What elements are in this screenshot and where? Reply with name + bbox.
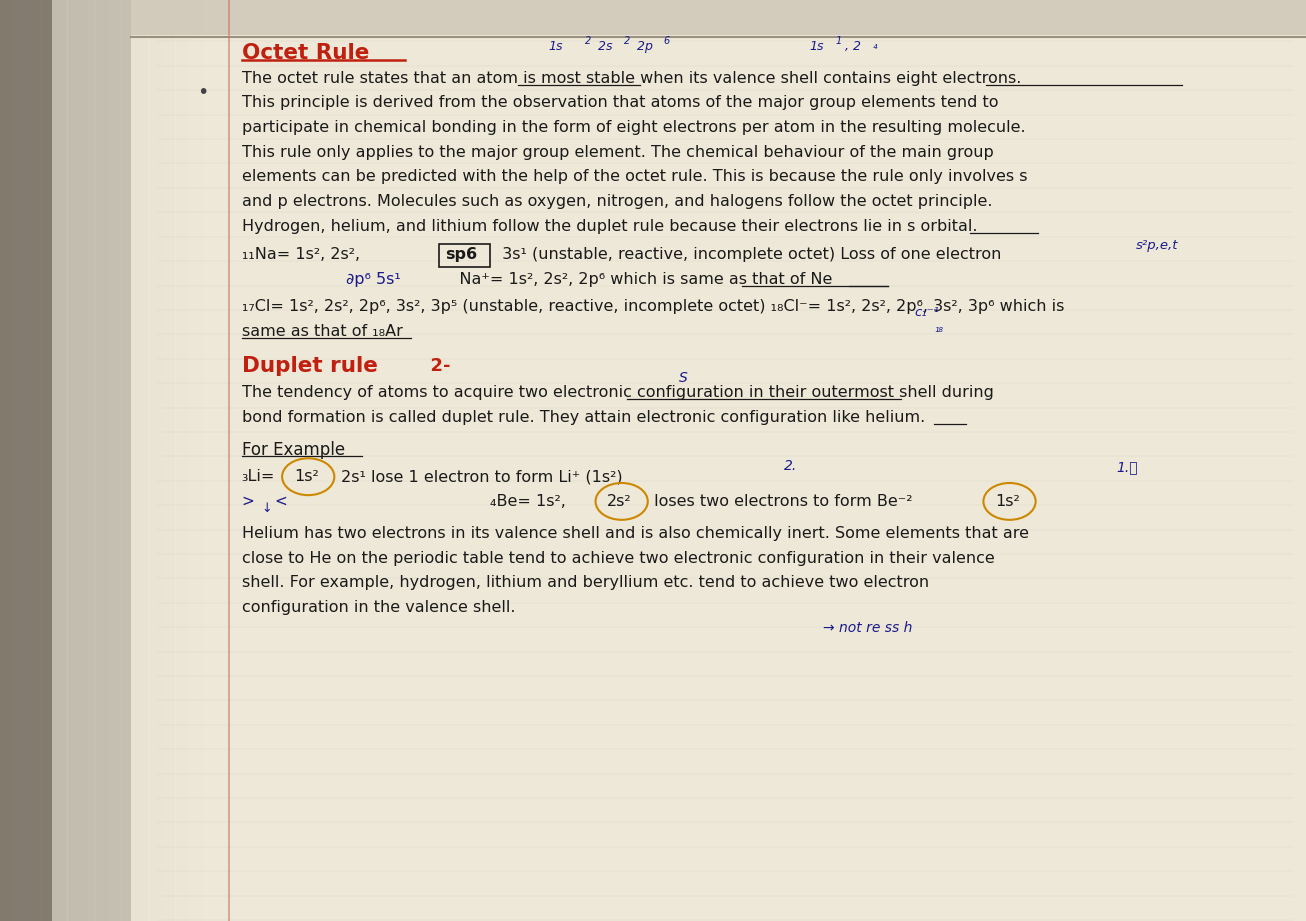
Text: 1s: 1s [810,40,824,52]
Text: The octet rule states that an atom is most stable when its valence shell contain: The octet rule states that an atom is mo… [242,71,1021,86]
Text: 2s²: 2s² [607,494,632,509]
FancyBboxPatch shape [21,0,27,921]
Text: 2: 2 [585,36,592,45]
Text: ₄Be= 1s²,: ₄Be= 1s², [490,494,565,509]
Text: 1s²: 1s² [294,469,319,484]
FancyBboxPatch shape [13,0,20,921]
Text: ₁₈: ₁₈ [934,324,943,334]
FancyBboxPatch shape [61,0,68,921]
Text: ₃Li=: ₃Li= [242,469,276,484]
Text: •: • [197,83,208,101]
Text: The tendency of atoms to acquire two electronic configuration in their outermost: The tendency of atoms to acquire two ele… [242,385,994,401]
Text: same as that of ₁₈Ar: same as that of ₁₈Ar [242,323,402,339]
Text: 2: 2 [624,36,631,45]
Text: This principle is derived from the observation that atoms of the major group ele: This principle is derived from the obser… [242,95,998,111]
Text: 2-: 2- [418,356,451,375]
Text: and p electrons. Molecules such as oxygen, nitrogen, and halogens follow the oct: and p electrons. Molecules such as oxyge… [242,194,993,209]
Text: 1.Ⓠ: 1.Ⓠ [1117,460,1139,474]
Text: Hydrogen, helium, and lithium follow the duplet rule because their electrons lie: Hydrogen, helium, and lithium follow the… [242,218,977,234]
FancyBboxPatch shape [40,0,47,921]
Text: S: S [679,371,688,385]
Text: participate in chemical bonding in the form of eight electrons per atom in the r: participate in chemical bonding in the f… [242,120,1025,135]
Text: bond formation is called duplet rule. They attain electronic configuration like : bond formation is called duplet rule. Th… [242,410,925,425]
Text: 2s: 2s [594,40,613,52]
Text: elements can be predicted with the help of the octet rule. This is because the r: elements can be predicted with the help … [242,169,1027,184]
Text: This rule only applies to the major group element. The chemical behaviour of the: This rule only applies to the major grou… [242,145,994,159]
Text: configuration in the valence shell.: configuration in the valence shell. [242,600,515,615]
Text: 6: 6 [663,36,670,45]
FancyBboxPatch shape [68,0,74,921]
FancyBboxPatch shape [0,0,7,921]
Text: sp6: sp6 [445,247,478,262]
FancyBboxPatch shape [54,0,60,921]
FancyBboxPatch shape [88,0,94,921]
Text: 2.: 2. [784,459,797,472]
Text: 2p: 2p [633,40,653,52]
Text: Na⁺= 1s², 2s², 2p⁶ which is same as that of Ne: Na⁺= 1s², 2s², 2p⁶ which is same as that… [444,272,832,286]
Text: loses two electrons to form Be⁻²: loses two electrons to form Be⁻² [649,494,913,509]
FancyBboxPatch shape [34,0,40,921]
Text: Duplet rule: Duplet rule [242,356,377,376]
Text: ↓: ↓ [261,502,272,515]
FancyBboxPatch shape [131,0,1306,921]
Text: 2s¹ lose 1 electron to form Li⁺ (1s²): 2s¹ lose 1 electron to form Li⁺ (1s²) [336,469,622,484]
Text: close to He on the periodic table tend to achieve two electronic configuration i: close to He on the periodic table tend t… [242,551,994,565]
Text: ∂p⁶ 5s¹: ∂p⁶ 5s¹ [346,272,401,286]
FancyBboxPatch shape [102,0,108,921]
Text: Helium has two electrons in its valence shell and is also chemically inert. Some: Helium has two electrons in its valence … [242,526,1029,541]
Text: , 2: , 2 [845,40,861,52]
FancyBboxPatch shape [131,0,1306,35]
FancyBboxPatch shape [115,0,121,921]
Text: ₁₁Na= 1s², 2s²,: ₁₁Na= 1s², 2s², [242,247,359,262]
Text: For Example: For Example [242,440,345,459]
Text: <: < [274,494,287,509]
FancyBboxPatch shape [74,0,81,921]
Text: 1s: 1s [549,40,563,52]
Text: → not re ss h: → not re ss h [823,621,912,635]
FancyBboxPatch shape [121,0,128,921]
Text: ₄: ₄ [872,41,876,51]
FancyBboxPatch shape [0,0,52,921]
FancyBboxPatch shape [7,0,13,921]
Text: >: > [242,494,255,509]
Text: 1: 1 [836,36,842,45]
FancyBboxPatch shape [81,0,88,921]
Text: c₁⁻¹: c₁⁻¹ [914,306,939,320]
Text: 1s²: 1s² [995,494,1020,509]
FancyBboxPatch shape [47,0,54,921]
FancyBboxPatch shape [94,0,101,921]
FancyBboxPatch shape [27,0,34,921]
Text: shell. For example, hydrogen, lithium and beryllium etc. tend to achieve two ele: shell. For example, hydrogen, lithium an… [242,576,929,590]
Text: 3s¹ (unstable, reactive, incomplete octet) Loss of one electron: 3s¹ (unstable, reactive, incomplete octe… [492,247,1002,262]
FancyBboxPatch shape [108,0,115,921]
Text: s²p,e,t: s²p,e,t [1136,239,1179,251]
Text: ₁₇Cl= 1s², 2s², 2p⁶, 3s², 3p⁵ (unstable, reactive, incomplete octet) ₁₈Cl⁻= 1s²,: ₁₇Cl= 1s², 2s², 2p⁶, 3s², 3p⁵ (unstable,… [242,299,1064,314]
Text: Octet Rule: Octet Rule [242,43,370,64]
